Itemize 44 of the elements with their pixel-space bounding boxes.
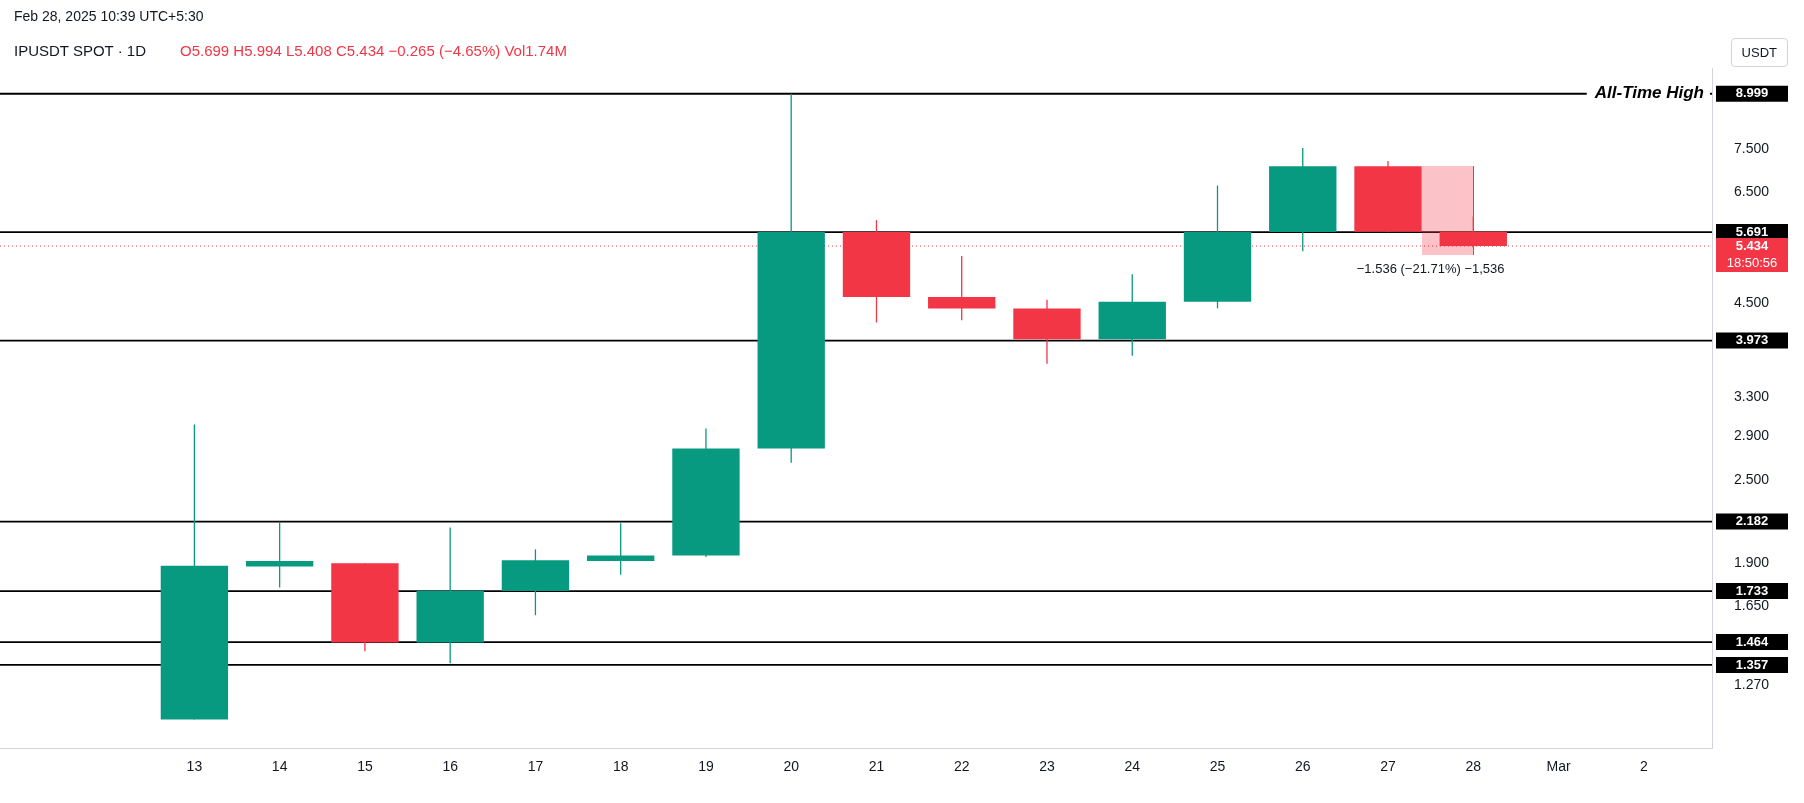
text: 18:50:56 [1726,254,1778,270]
candlestick [587,522,655,576]
y-tick-label: 4.500 [1734,293,1770,310]
x-tick-label: 25 [1209,758,1226,775]
ref-line-label: 1.733 [1735,582,1769,598]
ref-line-label: 1.464 [1735,633,1770,649]
y-axis-title: USDT [1730,38,1788,67]
chart-subtitle: O5.699 H5.994 L5.408 C5.434 −0.265 (−4.65%) Vol1.74M [180,42,567,59]
y-tick-label: 1.270 [1734,675,1770,692]
x-tick-label: 28 [1465,758,1482,775]
y-tick-label: 3.300 [1734,387,1770,404]
x-tick-label: 19 [698,758,714,775]
y-tick-label: 2.900 [1734,426,1770,443]
x-tick-label: 21 [868,758,885,775]
x-tick-label: 24 [1124,758,1141,775]
chart-title: IPUSDT SPOT · 1D [14,42,146,59]
x-tick-label: 16 [442,758,459,775]
x-tick-label: 22 [953,758,970,775]
x-tick-label: Mar [1546,758,1571,775]
x-tick-label: 26 [1294,758,1311,775]
ref-line-label: 1.357 [1735,656,1769,672]
ref-line-label: 3.973 [1735,332,1769,348]
y-tick-label: 2.500 [1734,471,1770,488]
text: Feb 28, 2025 10:39 UTC+5:30 [14,8,204,24]
x-tick-label: 14 [271,758,288,775]
ref-line-label: 5.691 [1735,223,1769,239]
x-tick-label: 23 [1039,758,1055,775]
ref-line-label: 2.182 [1735,513,1769,529]
candlestick [245,521,314,589]
y-tick-label: 6.500 [1734,182,1770,199]
x-tick-label: 18 [612,758,629,775]
annotation: All-Time High [1593,83,1704,103]
y-tick-label: 7.500 [1734,139,1770,156]
ref-line-label: 5.434 [1735,237,1770,253]
x-tick-label: 20 [783,758,800,775]
x-tick-label: 15 [357,758,373,775]
x-tick-label: 13 [186,758,203,775]
y-tick-label: 1.650 [1734,596,1770,613]
x-tick-label: 2 [1639,758,1648,775]
ref-line-label: 8.999 [1735,85,1769,101]
x-tick-label: 27 [1380,758,1397,775]
annotation: −1.536 (−21.71%) −1,536 [1356,261,1505,277]
y-tick-label: 1.900 [1734,554,1770,571]
x-tick-label: 17 [527,758,544,775]
